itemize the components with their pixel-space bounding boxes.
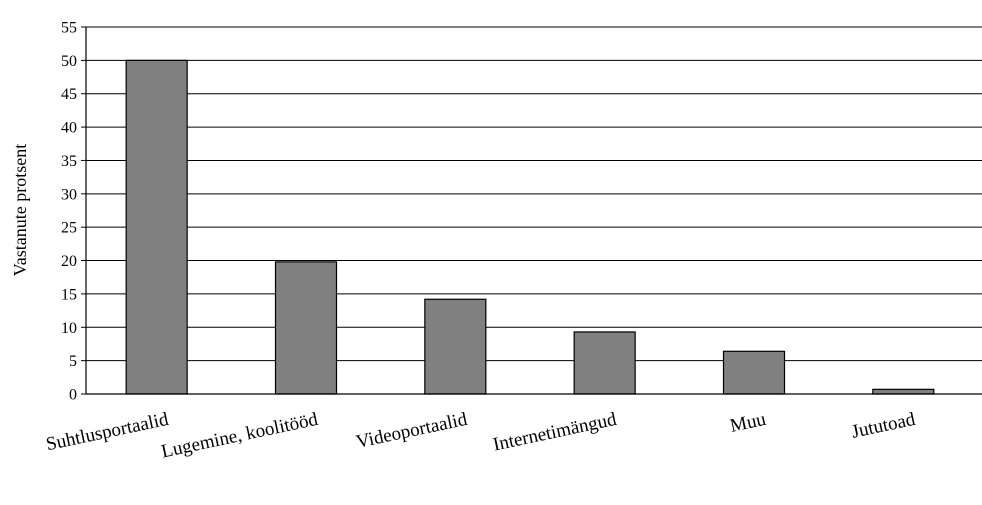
y-axis-title: Vastanute protsent (10, 144, 30, 276)
bar (872, 388, 935, 395)
y-tick-label: 10 (61, 320, 77, 337)
y-tick-label: 15 (61, 286, 77, 303)
y-tick-label: 25 (61, 220, 77, 237)
x-category-label: Suhtlusportaalid (44, 409, 171, 456)
bar (424, 298, 487, 395)
bars (125, 59, 935, 395)
axes (85, 27, 982, 395)
bar (125, 59, 188, 395)
x-category-label: Jututoad (850, 409, 918, 443)
x-category-label: Muu (728, 409, 768, 437)
x-category-label: Videoportaalid (354, 409, 469, 453)
x-category-label: Lugemine, koolitööd (159, 409, 320, 463)
y-tick-label: 40 (61, 120, 77, 137)
y-tick-label: 35 (61, 153, 77, 170)
y-tick-labels: 0 5 10 15 20 25 30 35 40 45 50 55 (61, 20, 86, 404)
x-category-label: Internetimängud (491, 409, 619, 456)
gridlines (86, 26, 982, 362)
y-tick-label: 30 (61, 186, 77, 203)
y-tick-label: 5 (69, 353, 77, 370)
y-tick-label: 45 (61, 86, 77, 103)
y-tick-label: 0 (69, 387, 77, 404)
y-tick-label: 20 (61, 253, 77, 270)
bar (573, 331, 636, 395)
y-tick-label: 50 (61, 53, 77, 70)
bar (722, 350, 786, 395)
bar (274, 261, 338, 395)
y-tick-label: 55 (61, 20, 77, 37)
